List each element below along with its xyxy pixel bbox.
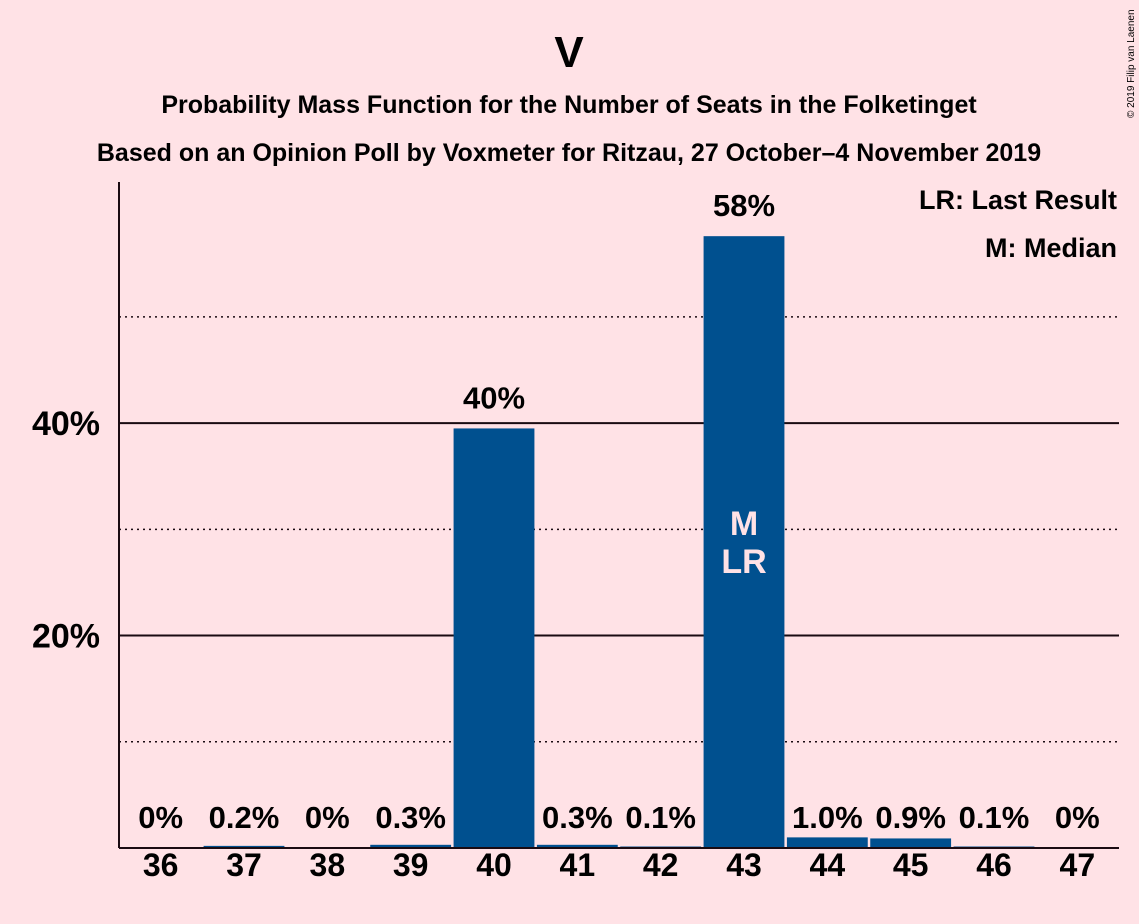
x-tick-label: 38 [310, 847, 346, 883]
x-tick-label: 39 [393, 847, 429, 883]
data-label: 0.1% [959, 800, 1030, 835]
bar [203, 845, 285, 848]
data-label: 40% [463, 380, 525, 415]
bar [786, 837, 868, 848]
chart-title: V [554, 28, 584, 77]
grid-layer [119, 316, 1119, 743]
bar [370, 844, 452, 848]
labels-layer: 20% 40% 0% 36 0.2% 37 0% 38 0.3% 39 40% 40 0.3% 41 0.1… [32, 181, 1100, 883]
bar [453, 428, 535, 848]
x-tick-label: 45 [893, 847, 929, 883]
x-tick-label: 36 [143, 847, 179, 883]
data-label: 0% [138, 800, 183, 835]
data-label: 0% [1055, 800, 1100, 835]
x-tick-label: 43 [726, 847, 762, 883]
x-tick-label: 42 [643, 847, 679, 883]
data-label: 0.3% [542, 800, 613, 835]
chart-subtitle-line1: Probability Mass Function for the Number… [161, 91, 977, 119]
data-label: 0.2% [209, 800, 280, 835]
data-label-background [451, 373, 537, 418]
data-label: 58% [713, 188, 775, 223]
data-label: 0.9% [875, 800, 946, 835]
x-tick-label: 47 [1060, 847, 1096, 883]
data-label: 0.1% [625, 800, 696, 835]
bar [536, 844, 618, 848]
x-tick-label: 41 [560, 847, 596, 883]
chart-subtitle-line2: Based on an Opinion Poll by Voxmeter for… [97, 139, 1041, 167]
bar [703, 236, 785, 848]
x-tick-label: 40 [476, 847, 512, 883]
data-label: 0.3% [375, 800, 446, 835]
x-tick-label: 44 [810, 847, 846, 883]
data-label: 1.0% [792, 800, 863, 835]
copyright-note: © 2019 Filip van Laenen [1126, 9, 1137, 118]
x-tick-label: 46 [976, 847, 1012, 883]
data-label: 0% [305, 800, 350, 835]
last-result-marker: LR [721, 543, 766, 581]
legend-last-result: LR: Last Result [919, 185, 1117, 215]
bars-layer [203, 236, 1035, 848]
median-marker: M [730, 505, 758, 543]
legend-median: M: Median [985, 233, 1117, 263]
y-tick-label: 20% [32, 618, 100, 656]
data-label-background [701, 181, 787, 226]
y-tick-label: 40% [32, 405, 100, 443]
x-tick-label: 37 [226, 847, 262, 883]
bar [870, 838, 952, 848]
